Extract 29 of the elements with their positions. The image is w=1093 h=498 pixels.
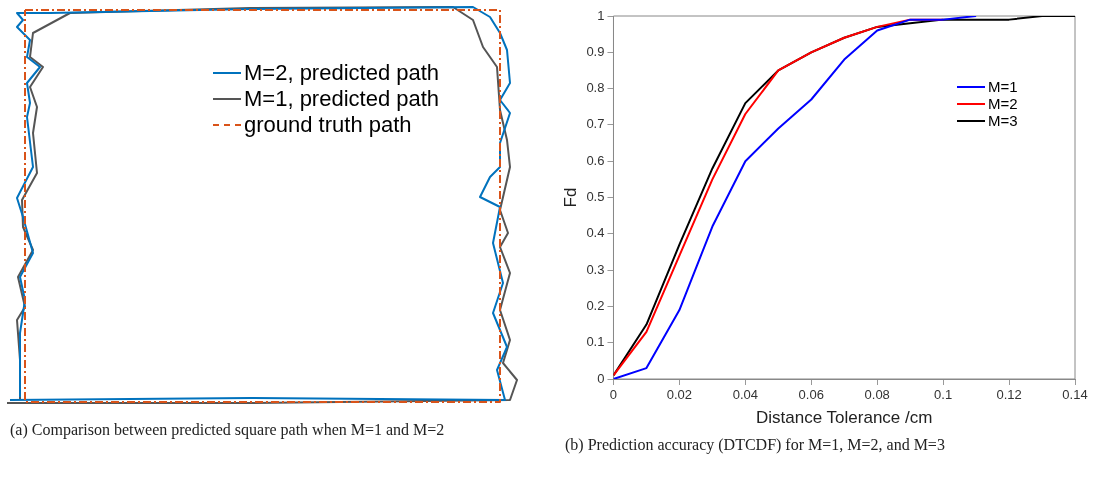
legend-label: M=2 [988, 95, 1018, 113]
y-tick-label: 0.8 [586, 80, 605, 96]
y-tick-label: 0.6 [586, 152, 605, 168]
x-axis-title: Distance Tolerance /cm [756, 408, 933, 428]
x-tick-label: 0.12 [996, 387, 1022, 403]
y-tick-label: 0.1 [586, 334, 605, 350]
y-tick-label: 0.5 [586, 189, 605, 205]
text: (b) Prediction accuracy (DTCDF) for M=1, M=2, and M=3 [564, 435, 946, 455]
x-tick-label: 0.14 [1062, 387, 1088, 403]
y-tick-label: 1 [597, 7, 605, 23]
y-tick-label: 0 [597, 370, 605, 386]
x-tick-label: 0.08 [864, 387, 890, 403]
y-axis-title: Fd [560, 187, 580, 208]
y-tick-label: 0.4 [586, 225, 605, 241]
text: (a) Comparison between predicted square path when M=1 and M=2 [9, 420, 446, 440]
x-tick-label: 0.06 [798, 387, 824, 403]
text: M=2, predicted path [244, 60, 440, 86]
x-tick-label: 0.1 [934, 387, 953, 403]
y-tick-label: 0.9 [586, 43, 605, 59]
x-tick-label: 0.02 [666, 387, 693, 403]
text: M=1, predicted path [244, 86, 440, 112]
text: ground truth path [244, 112, 412, 138]
y-tick-label: 0.3 [586, 261, 605, 277]
legend-label: M=3 [988, 112, 1018, 130]
x-tick-label: 0.04 [732, 387, 758, 403]
legend-label: M=1 [988, 78, 1018, 96]
x-tick-label: 0 [609, 387, 618, 403]
y-tick-label: 0.7 [586, 116, 605, 132]
y-tick-label: 0.2 [586, 297, 605, 313]
